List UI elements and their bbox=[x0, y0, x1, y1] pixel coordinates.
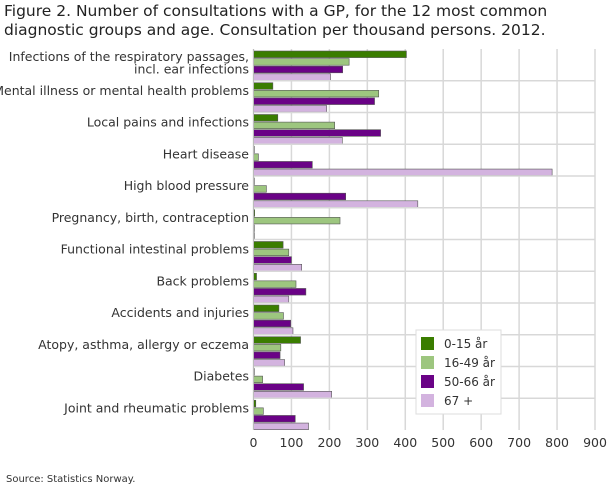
bar-50-66-r bbox=[253, 256, 292, 264]
category-label: Functional intestinal problems bbox=[61, 242, 249, 257]
bar-16-49-r bbox=[253, 217, 341, 225]
bar-67- bbox=[253, 200, 419, 208]
bar-50-66-r bbox=[253, 65, 343, 74]
bar-67- bbox=[253, 73, 331, 81]
category-label: Accidents and injuries bbox=[111, 305, 249, 320]
category-label: Pregnancy, birth, contraception bbox=[52, 210, 249, 225]
bar-16-49-r bbox=[253, 407, 264, 415]
category-label: Back problems bbox=[156, 273, 249, 288]
bar-16-49-r bbox=[253, 185, 267, 193]
category-label: Atopy, asthma, allergy or eczema bbox=[38, 337, 249, 352]
bar-67- bbox=[253, 263, 302, 272]
bar-67- bbox=[253, 168, 553, 176]
bar-50-66-r bbox=[253, 383, 304, 391]
x-tick-label: 700 bbox=[507, 435, 531, 450]
bar-16-49-r bbox=[253, 344, 282, 352]
bar-0-15-r bbox=[253, 114, 279, 122]
legend-label: 16-49 år bbox=[444, 356, 495, 370]
bar-50-66-r bbox=[253, 192, 347, 201]
bar-16-49-r bbox=[253, 58, 350, 66]
category-label: Diabetes bbox=[194, 369, 250, 384]
legend-label: 0-15 år bbox=[444, 337, 487, 351]
source-note: Source: Statistics Norway. bbox=[6, 474, 136, 485]
bar-67- bbox=[253, 295, 290, 303]
x-tick-label: 100 bbox=[280, 435, 304, 450]
category-label: Mental illness or mental health problems bbox=[0, 83, 249, 98]
x-tick-label: 300 bbox=[355, 435, 379, 450]
bar-0-15-r bbox=[253, 50, 407, 58]
bar-16-49-r bbox=[253, 312, 284, 320]
x-tick-label: 200 bbox=[317, 435, 341, 450]
bar-67- bbox=[253, 359, 285, 367]
bar-50-66-r bbox=[253, 161, 313, 169]
x-tick-label: 900 bbox=[583, 435, 607, 450]
category-label: Local pains and infections bbox=[87, 115, 249, 130]
bar-0-15-r bbox=[253, 241, 284, 249]
bar-0-15-r bbox=[253, 82, 274, 90]
legend-swatch bbox=[421, 337, 434, 350]
legend-swatch bbox=[421, 394, 434, 407]
bar-50-66-r bbox=[253, 129, 381, 137]
bar-16-49-r bbox=[253, 280, 297, 288]
bar-50-66-r bbox=[253, 288, 307, 296]
category-label: Heart disease bbox=[163, 146, 250, 161]
x-tick-label: 500 bbox=[431, 435, 455, 450]
bar-50-66-r bbox=[253, 415, 296, 423]
chart-title: Figure 2. Number of consultations with a… bbox=[4, 2, 548, 39]
x-tick-label: 400 bbox=[393, 435, 417, 450]
bar-16-49-r bbox=[253, 153, 259, 161]
bar-67- bbox=[253, 137, 343, 145]
legend-swatch bbox=[421, 375, 434, 388]
x-tick-label: 800 bbox=[545, 435, 569, 450]
bar-67- bbox=[253, 422, 309, 430]
legend-label: 67 + bbox=[444, 394, 473, 408]
x-tick-label: 600 bbox=[469, 435, 493, 450]
category-label: High blood pressure bbox=[124, 178, 250, 193]
category-label: Infections of the respiratory passages, i… bbox=[9, 49, 249, 77]
legend-label: 50-66 år bbox=[444, 375, 495, 389]
category-label: Joint and rheumatic problems bbox=[63, 400, 249, 415]
bar-50-66-r bbox=[253, 319, 291, 328]
bar-16-49-r bbox=[253, 248, 290, 257]
bar-50-66-r bbox=[253, 97, 375, 105]
bar-67- bbox=[253, 105, 328, 113]
bar-67- bbox=[253, 327, 294, 335]
bar-16-49-r bbox=[253, 90, 380, 98]
bar-50-66-r bbox=[253, 351, 281, 359]
bar-16-49-r bbox=[253, 375, 263, 384]
bar-67- bbox=[253, 390, 332, 399]
bar-16-49-r bbox=[253, 121, 336, 129]
x-tick-label: 0 bbox=[250, 435, 258, 450]
bar-0-15-r bbox=[253, 304, 280, 312]
bar-0-15-r bbox=[253, 336, 301, 344]
legend-swatch bbox=[421, 356, 434, 369]
